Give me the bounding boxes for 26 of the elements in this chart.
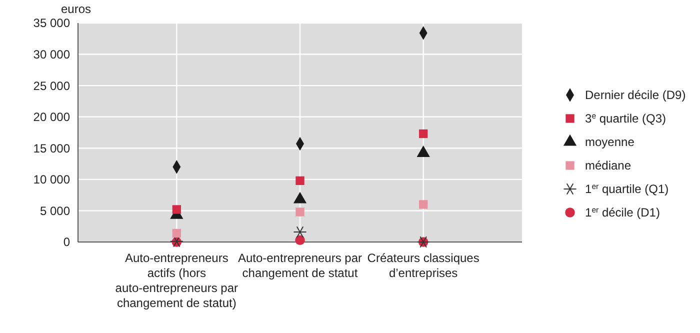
x-tick-label: Auto-entrepreneurs par changement de statut [238, 251, 362, 280]
y-tick-label: 20 000 [33, 110, 70, 124]
point [419, 129, 428, 138]
y-tick-label: 15 000 [33, 141, 70, 156]
point [172, 228, 181, 238]
x-tick-label: Créateurs classiques d’entreprises [367, 251, 480, 280]
legend-label: 1$^{er}$ quartile (Q1) [585, 182, 669, 196]
point [295, 235, 305, 245]
point [172, 205, 181, 214]
point [296, 176, 304, 186]
legend-label: 3$^{e}$ quartile (Q3) [585, 111, 666, 126]
y-tick-label: 5 000 [40, 204, 70, 218]
x-tick-label: Auto-entrepreneurs actifs (hors auto-entrepreneurs par changement de statut) [115, 251, 238, 310]
point [296, 208, 304, 216]
legend-label: moyenne [585, 135, 635, 150]
point [293, 226, 307, 238]
legend-label: médiane [585, 158, 632, 173]
y-tick-label: 25 000 [33, 78, 70, 93]
y-tick-label: 10 000 [33, 172, 70, 187]
y-tick-label: 0 [63, 235, 70, 250]
legend-label: Dernier décile (D9) [585, 88, 686, 102]
y-tick-label: 35 000 [33, 16, 70, 30]
point [419, 200, 428, 209]
y-tick-label: 30 000 [33, 47, 70, 62]
legend-label: 1$^{er}$ décile (D1) [585, 205, 660, 220]
y-axis-title: euros [60, 2, 92, 16]
